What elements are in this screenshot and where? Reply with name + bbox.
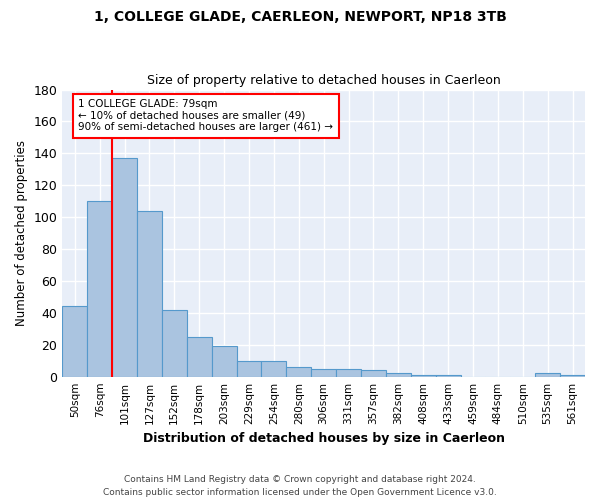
Bar	[386, 374, 411, 376]
Bar	[187, 337, 212, 376]
Bar	[411, 375, 436, 376]
Bar	[286, 367, 311, 376]
Text: 1, COLLEGE GLADE, CAERLEON, NEWPORT, NP18 3TB: 1, COLLEGE GLADE, CAERLEON, NEWPORT, NP1…	[94, 10, 506, 24]
X-axis label: Distribution of detached houses by size in Caerleon: Distribution of detached houses by size …	[143, 432, 505, 445]
Bar	[311, 368, 336, 376]
Text: Contains public sector information licensed under the Open Government Licence v3: Contains public sector information licen…	[103, 488, 497, 497]
Bar	[236, 360, 262, 376]
Bar	[535, 374, 560, 376]
Bar	[361, 370, 386, 376]
Title: Size of property relative to detached houses in Caerleon: Size of property relative to detached ho…	[147, 74, 500, 87]
Text: 1 COLLEGE GLADE: 79sqm
← 10% of detached houses are smaller (49)
90% of semi-det: 1 COLLEGE GLADE: 79sqm ← 10% of detached…	[79, 99, 334, 132]
Bar	[137, 211, 162, 376]
Y-axis label: Number of detached properties: Number of detached properties	[15, 140, 28, 326]
Bar	[162, 310, 187, 376]
Bar	[112, 158, 137, 376]
Bar	[436, 375, 461, 376]
Text: Contains HM Land Registry data © Crown copyright and database right 2024.: Contains HM Land Registry data © Crown c…	[124, 476, 476, 484]
Bar	[212, 346, 236, 376]
Bar	[262, 360, 286, 376]
Bar	[62, 306, 87, 376]
Bar	[336, 368, 361, 376]
Bar	[87, 201, 112, 376]
Bar	[560, 375, 585, 376]
